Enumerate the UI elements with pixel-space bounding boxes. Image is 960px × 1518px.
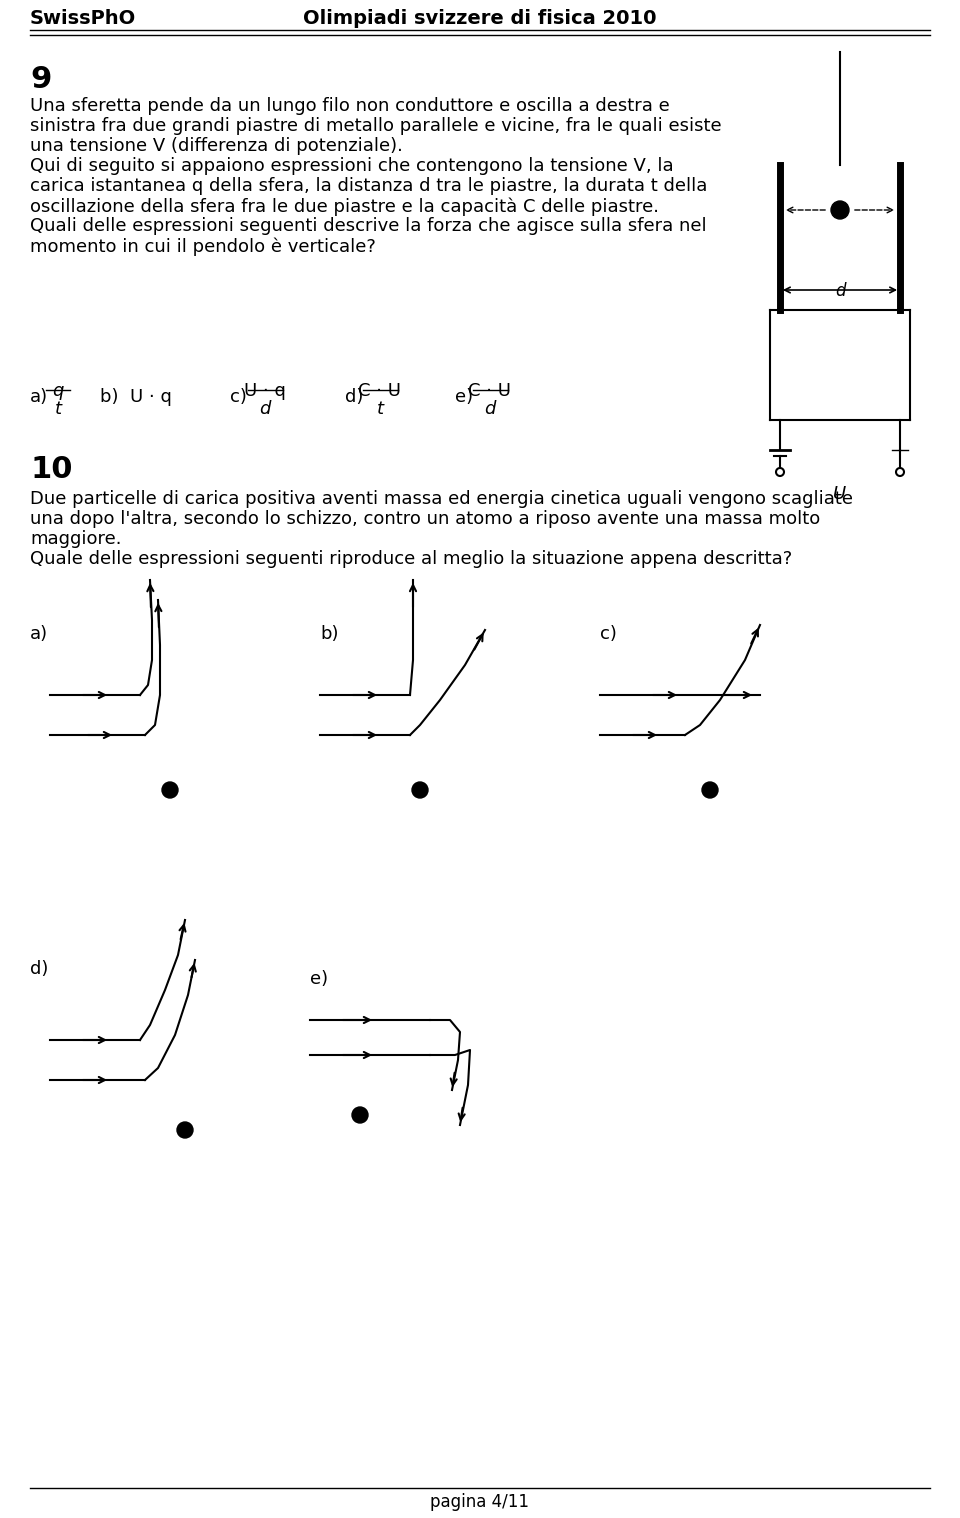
Text: t: t [376, 401, 383, 417]
Text: c): c) [230, 389, 247, 405]
Text: maggiore.: maggiore. [30, 530, 122, 548]
Text: t: t [55, 401, 61, 417]
Text: 9: 9 [30, 65, 52, 94]
Text: Quale delle espressioni seguenti riproduce al meglio la situazione appena descri: Quale delle espressioni seguenti riprodu… [30, 550, 792, 568]
Text: U: U [833, 484, 847, 502]
Text: Olimpiadi svizzere di fisica 2010: Olimpiadi svizzere di fisica 2010 [303, 9, 657, 27]
Circle shape [831, 200, 849, 219]
Text: carica istantanea q della sfera, la distanza d tra le piastre, la durata t della: carica istantanea q della sfera, la dist… [30, 178, 708, 194]
Text: oscillazione della sfera fra le due piastre e la capacità C delle piastre.: oscillazione della sfera fra le due pias… [30, 197, 659, 216]
Text: a): a) [30, 625, 48, 644]
Text: una dopo l'altra, secondo lo schizzo, contro un atomo a riposo avente una massa : una dopo l'altra, secondo lo schizzo, co… [30, 510, 820, 528]
Text: d): d) [345, 389, 364, 405]
Text: sinistra fra due grandi piastre di metallo parallele e vicine, fra le quali esis: sinistra fra due grandi piastre di metal… [30, 117, 722, 135]
Text: d): d) [30, 959, 48, 978]
Text: d: d [835, 282, 845, 301]
Text: una tensione V (differenza di potenziale).: una tensione V (differenza di potenziale… [30, 137, 403, 155]
Text: Quali delle espressioni seguenti descrive la forza che agisce sulla sfera nel: Quali delle espressioni seguenti descriv… [30, 217, 707, 235]
Circle shape [177, 1122, 193, 1138]
Circle shape [776, 468, 784, 477]
Text: pagina 4/11: pagina 4/11 [430, 1494, 530, 1510]
Text: Una sferetta pende da un lungo filo non conduttore e oscilla a destra e: Una sferetta pende da un lungo filo non … [30, 97, 670, 115]
Text: e): e) [455, 389, 473, 405]
Text: C · U: C · U [468, 383, 512, 401]
Text: q: q [52, 383, 63, 401]
Text: SwissPhO: SwissPhO [30, 9, 136, 27]
Circle shape [702, 782, 718, 798]
Text: a): a) [30, 389, 48, 405]
Text: d: d [259, 401, 271, 417]
Circle shape [352, 1107, 368, 1123]
Text: Qui di seguito si appaiono espressioni che contengono la tensione V, la: Qui di seguito si appaiono espressioni c… [30, 156, 674, 175]
Text: b)  U · q: b) U · q [100, 389, 172, 405]
Text: b): b) [320, 625, 339, 644]
Text: momento in cui il pendolo è verticale?: momento in cui il pendolo è verticale? [30, 237, 376, 255]
Text: Due particelle di carica positiva aventi massa ed energia cinetica uguali vengon: Due particelle di carica positiva aventi… [30, 490, 853, 509]
Circle shape [162, 782, 178, 798]
Text: e): e) [310, 970, 328, 988]
Circle shape [896, 468, 904, 477]
Circle shape [412, 782, 428, 798]
Text: C · U: C · U [358, 383, 401, 401]
Text: c): c) [600, 625, 617, 644]
Text: 10: 10 [30, 455, 73, 484]
Text: U · q: U · q [244, 383, 286, 401]
Text: d: d [484, 401, 495, 417]
